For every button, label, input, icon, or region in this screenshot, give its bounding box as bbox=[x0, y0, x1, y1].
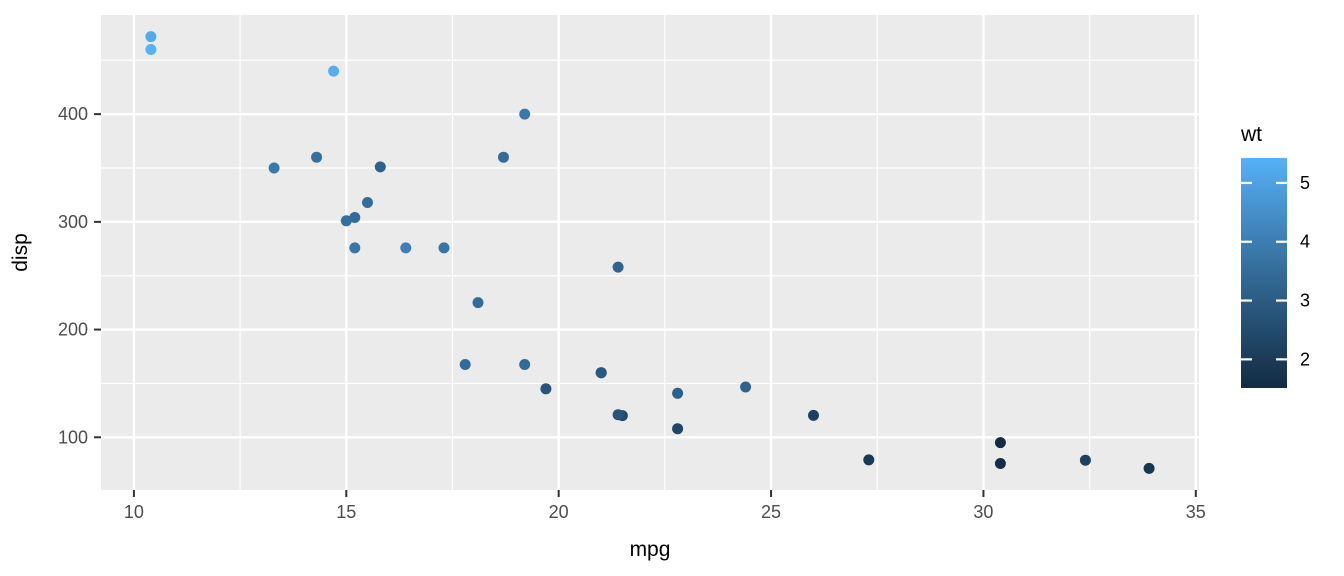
data-point bbox=[808, 409, 819, 421]
data-point bbox=[1079, 454, 1091, 466]
legend-tick-label: 3 bbox=[1300, 291, 1310, 311]
y-axis-title: disp bbox=[9, 233, 32, 272]
data-point bbox=[374, 161, 386, 173]
data-point bbox=[459, 359, 471, 370]
data-point bbox=[540, 383, 552, 395]
x-tick-label: 25 bbox=[761, 502, 781, 522]
data-point bbox=[400, 242, 412, 254]
y-tick-label: 300 bbox=[58, 212, 88, 232]
data-point bbox=[340, 215, 352, 227]
data-point bbox=[349, 242, 361, 254]
x-tick-label: 15 bbox=[336, 502, 356, 522]
x-tick-label: 30 bbox=[973, 502, 993, 522]
data-point bbox=[1143, 462, 1155, 474]
data-point bbox=[472, 297, 484, 309]
data-point bbox=[311, 151, 323, 163]
data-point bbox=[145, 31, 157, 43]
data-point bbox=[362, 197, 373, 208]
data-point bbox=[612, 409, 624, 421]
x-tick-label: 10 bbox=[124, 502, 144, 522]
data-point bbox=[438, 242, 450, 254]
data-point bbox=[349, 212, 361, 223]
legend-title: wt bbox=[1240, 123, 1262, 146]
y-tick-label: 200 bbox=[58, 320, 88, 340]
plot-panel bbox=[101, 15, 1199, 490]
x-tick-label: 20 bbox=[549, 502, 569, 522]
data-point bbox=[498, 151, 509, 163]
data-point bbox=[519, 359, 531, 370]
data-point bbox=[595, 367, 607, 379]
data-point bbox=[268, 162, 280, 174]
data-point bbox=[740, 381, 752, 393]
data-point bbox=[863, 454, 875, 466]
data-point bbox=[672, 423, 684, 435]
data-point bbox=[994, 458, 1006, 469]
data-point bbox=[672, 387, 684, 399]
data-point bbox=[519, 108, 531, 120]
legend-gradient-bar bbox=[1241, 158, 1287, 388]
data-point bbox=[612, 261, 624, 273]
x-tick-label: 35 bbox=[1186, 502, 1206, 522]
y-tick-label: 400 bbox=[58, 104, 88, 124]
legend-tick-label: 5 bbox=[1300, 173, 1310, 193]
data-point bbox=[994, 437, 1006, 449]
y-tick-label: 100 bbox=[58, 427, 88, 447]
legend-tick-label: 4 bbox=[1300, 232, 1310, 252]
data-point bbox=[328, 65, 340, 77]
x-axis-title: mpg bbox=[630, 538, 671, 561]
data-point bbox=[145, 44, 157, 55]
legend-tick-label: 2 bbox=[1300, 349, 1310, 369]
